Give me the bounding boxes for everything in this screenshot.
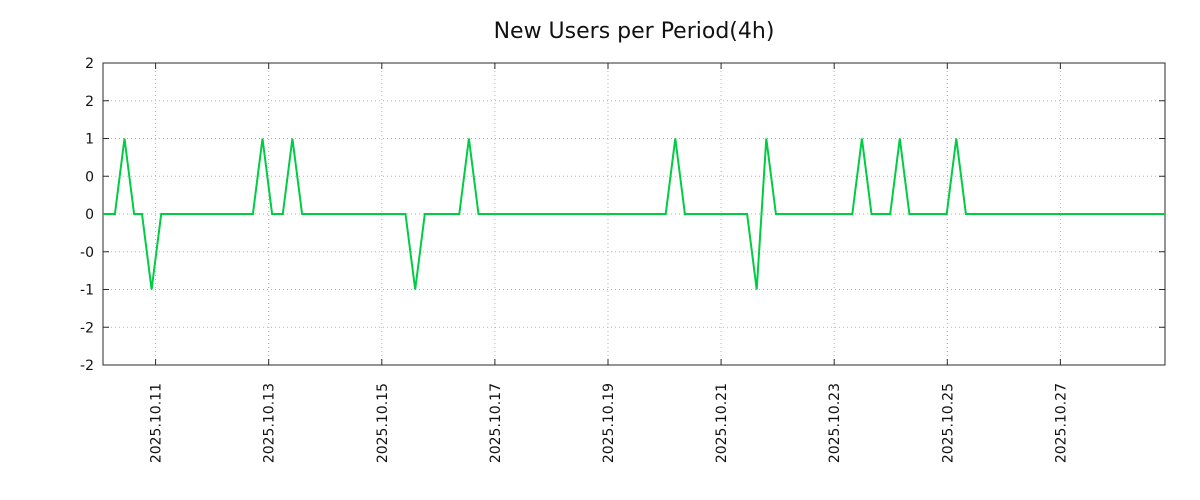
y-tick-label: -1 bbox=[80, 283, 94, 299]
x-tick-label: 2025.10.17 bbox=[488, 383, 504, 463]
y-tick-label: 2 bbox=[85, 94, 94, 110]
plot-area: 2 2 1 0 0 -0 -1 -2 -2 2025.10.11 2025.10.13 2025.10… bbox=[80, 56, 1166, 463]
x-tick-label: 2025.10.25 bbox=[940, 383, 956, 463]
y-tick-label: 0 bbox=[85, 207, 94, 223]
chart-title: New Users per Period(4h) bbox=[494, 19, 775, 44]
x-tick-label: 2025.10.15 bbox=[375, 383, 391, 463]
y-tick-label: 0 bbox=[85, 169, 94, 185]
x-tick-label: 2025.10.21 bbox=[714, 383, 730, 463]
y-tick-label: -2 bbox=[80, 358, 94, 374]
y-tick-label: 1 bbox=[85, 132, 94, 148]
x-tick-label: 2025.10.11 bbox=[149, 383, 165, 463]
x-tick-label: 2025.10.27 bbox=[1053, 383, 1069, 463]
y-tick-label: -2 bbox=[80, 320, 94, 336]
x-tick-label: 2025.10.19 bbox=[601, 383, 617, 463]
y-tick-label: -0 bbox=[80, 245, 94, 261]
x-tick-label: 2025.10.23 bbox=[827, 383, 843, 463]
y-tick-label: 2 bbox=[85, 56, 94, 72]
new-users-series-line bbox=[103, 138, 1165, 290]
x-tick-label: 2025.10.13 bbox=[262, 383, 278, 463]
